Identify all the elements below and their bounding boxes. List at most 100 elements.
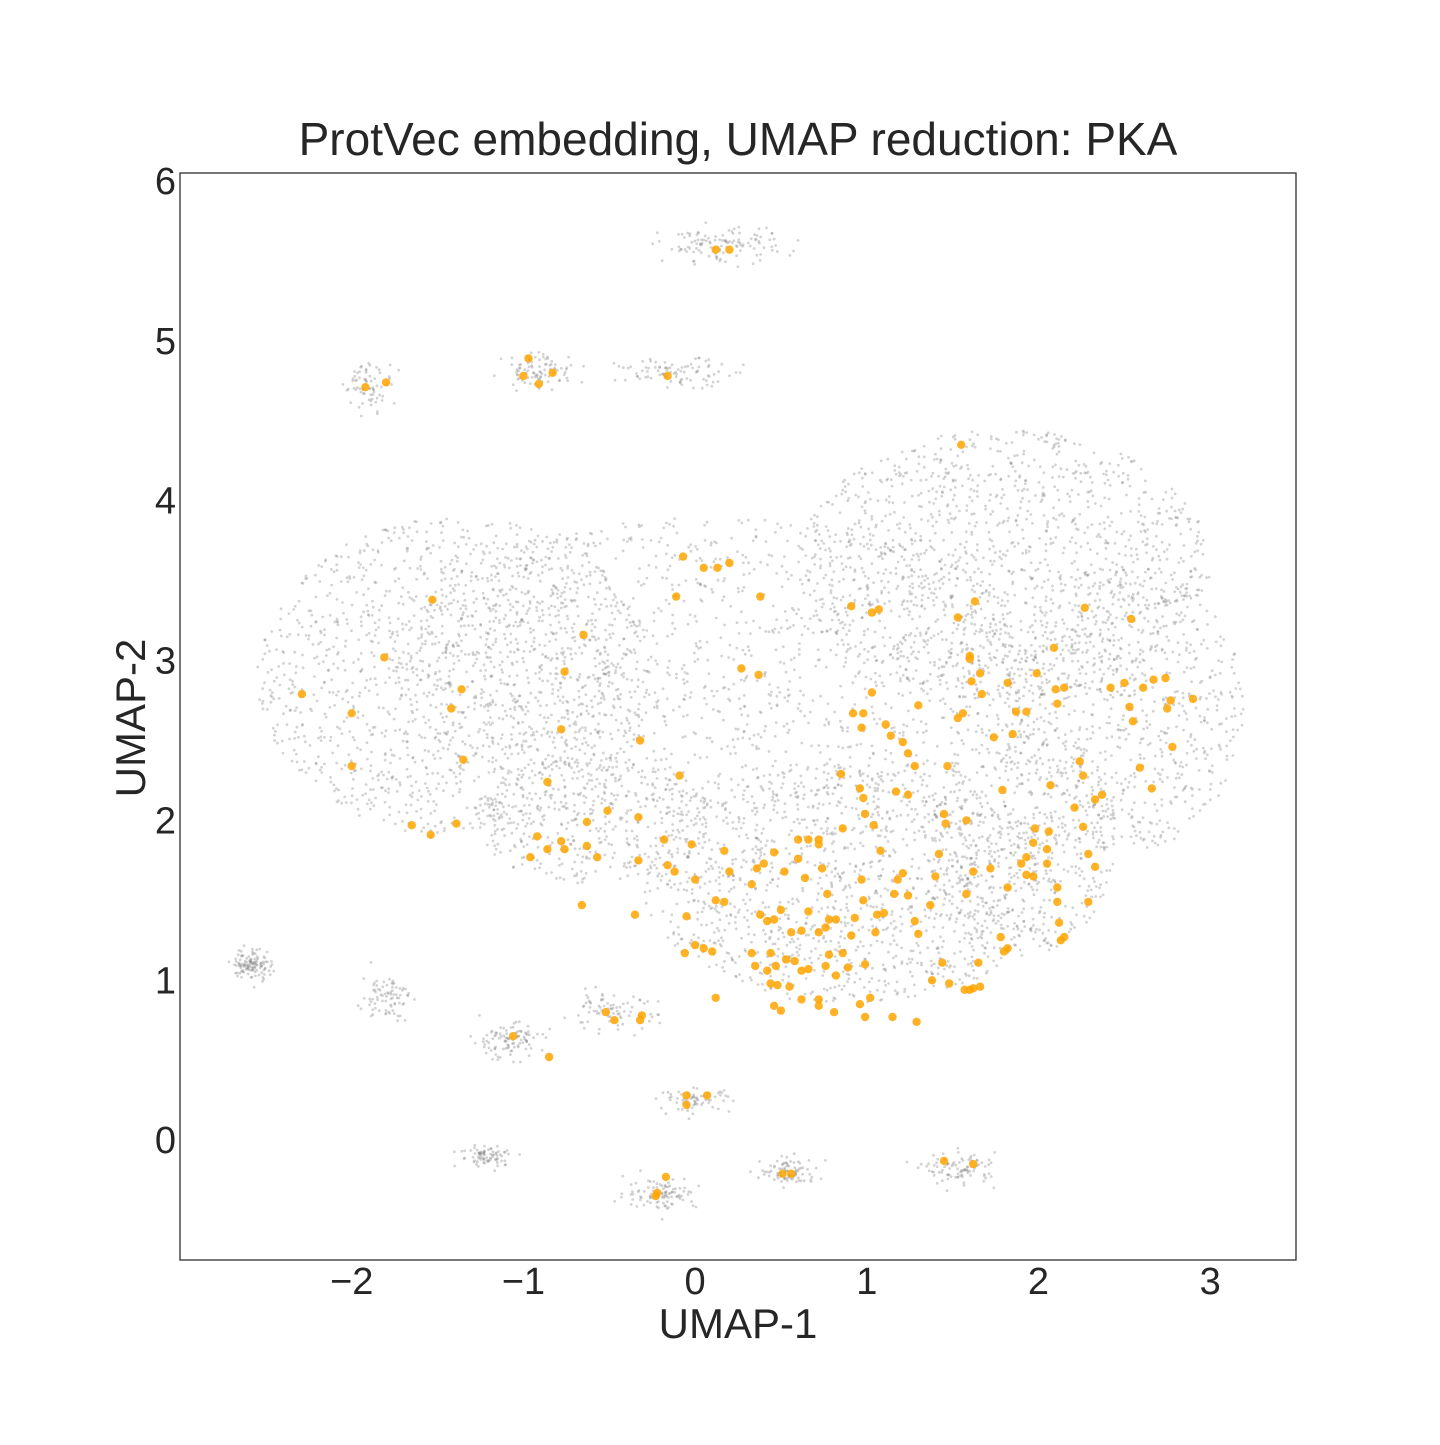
background-point [1093,662,1096,666]
background-point [503,709,507,713]
background-point [610,713,613,717]
background-point [1041,650,1045,654]
background-point [442,789,445,793]
background-point [789,524,793,527]
background-point [518,624,522,627]
background-point [1038,465,1042,469]
background-point [845,531,849,535]
background-point [336,725,339,729]
background-point [575,678,579,681]
background-point [501,547,504,551]
background-point [1125,667,1129,671]
background-point [458,772,462,776]
background-point [1018,644,1022,647]
background-point [346,580,350,584]
background-point [964,530,968,534]
background-point [452,816,456,819]
background-point [839,555,843,558]
background-point [530,644,534,648]
background-point [1184,587,1188,591]
background-point [824,717,828,721]
background-point [328,591,332,595]
background-point [859,587,862,590]
background-point [426,610,430,614]
background-point [701,796,705,800]
background-point [843,478,846,482]
background-point [891,545,895,549]
background-point [939,458,943,461]
background-point [1132,772,1136,775]
background-point [1096,821,1099,825]
background-point [1110,804,1114,808]
background-point [337,799,340,802]
background-point [533,773,537,777]
background-point [443,731,446,735]
background-point [1008,747,1012,751]
background-point [970,512,974,516]
background-point [748,737,752,740]
background-point [966,612,970,616]
background-point [351,787,354,790]
background-point [1144,530,1147,534]
background-point [269,694,273,698]
background-point [778,690,782,694]
background-point [683,682,686,685]
background-point [582,583,586,587]
background-point [1042,494,1046,498]
background-point [880,817,884,820]
background-point [404,678,407,682]
background-point [575,537,578,540]
background-point [1185,751,1189,755]
background-point [952,621,956,625]
background-point [547,556,551,560]
background-point [767,750,771,753]
background-point [902,516,906,519]
background-point [713,907,717,911]
background-point [1059,582,1063,586]
background-point [1233,707,1236,710]
background-point [474,751,478,755]
background-point [846,729,849,733]
background-point [389,539,393,543]
background-point [1040,693,1044,696]
background-point [362,574,366,578]
background-point [532,636,536,640]
background-point [473,701,477,705]
background-point [328,613,332,617]
background-point [564,763,567,766]
background-point [474,696,478,699]
background-point [343,763,347,767]
background-point [1017,688,1020,692]
background-point [1029,684,1033,687]
background-point [716,578,720,582]
background-point [355,591,358,594]
background-point [786,694,790,698]
background-point [928,500,931,504]
background-point [1184,649,1188,652]
background-point [1092,657,1096,660]
background-point [261,687,265,691]
background-point [401,666,404,669]
background-point [1052,443,1056,447]
background-point [1042,580,1046,583]
background-point [365,542,369,546]
background-point [991,629,995,633]
background-point [1213,673,1217,677]
background-point [1097,838,1101,842]
background-point [1162,550,1166,554]
background-point [436,684,439,688]
background-point [1040,611,1044,615]
background-point [582,643,586,646]
background-point [903,638,907,642]
background-point [487,645,490,649]
background-point [854,645,857,648]
background-point [524,568,527,572]
background-point [1014,692,1018,695]
background-point [517,704,521,708]
background-point [951,710,955,713]
background-point [1159,748,1163,751]
background-point [1058,817,1061,820]
background-point [563,760,567,764]
background-point [392,531,396,535]
background-point [332,645,335,649]
